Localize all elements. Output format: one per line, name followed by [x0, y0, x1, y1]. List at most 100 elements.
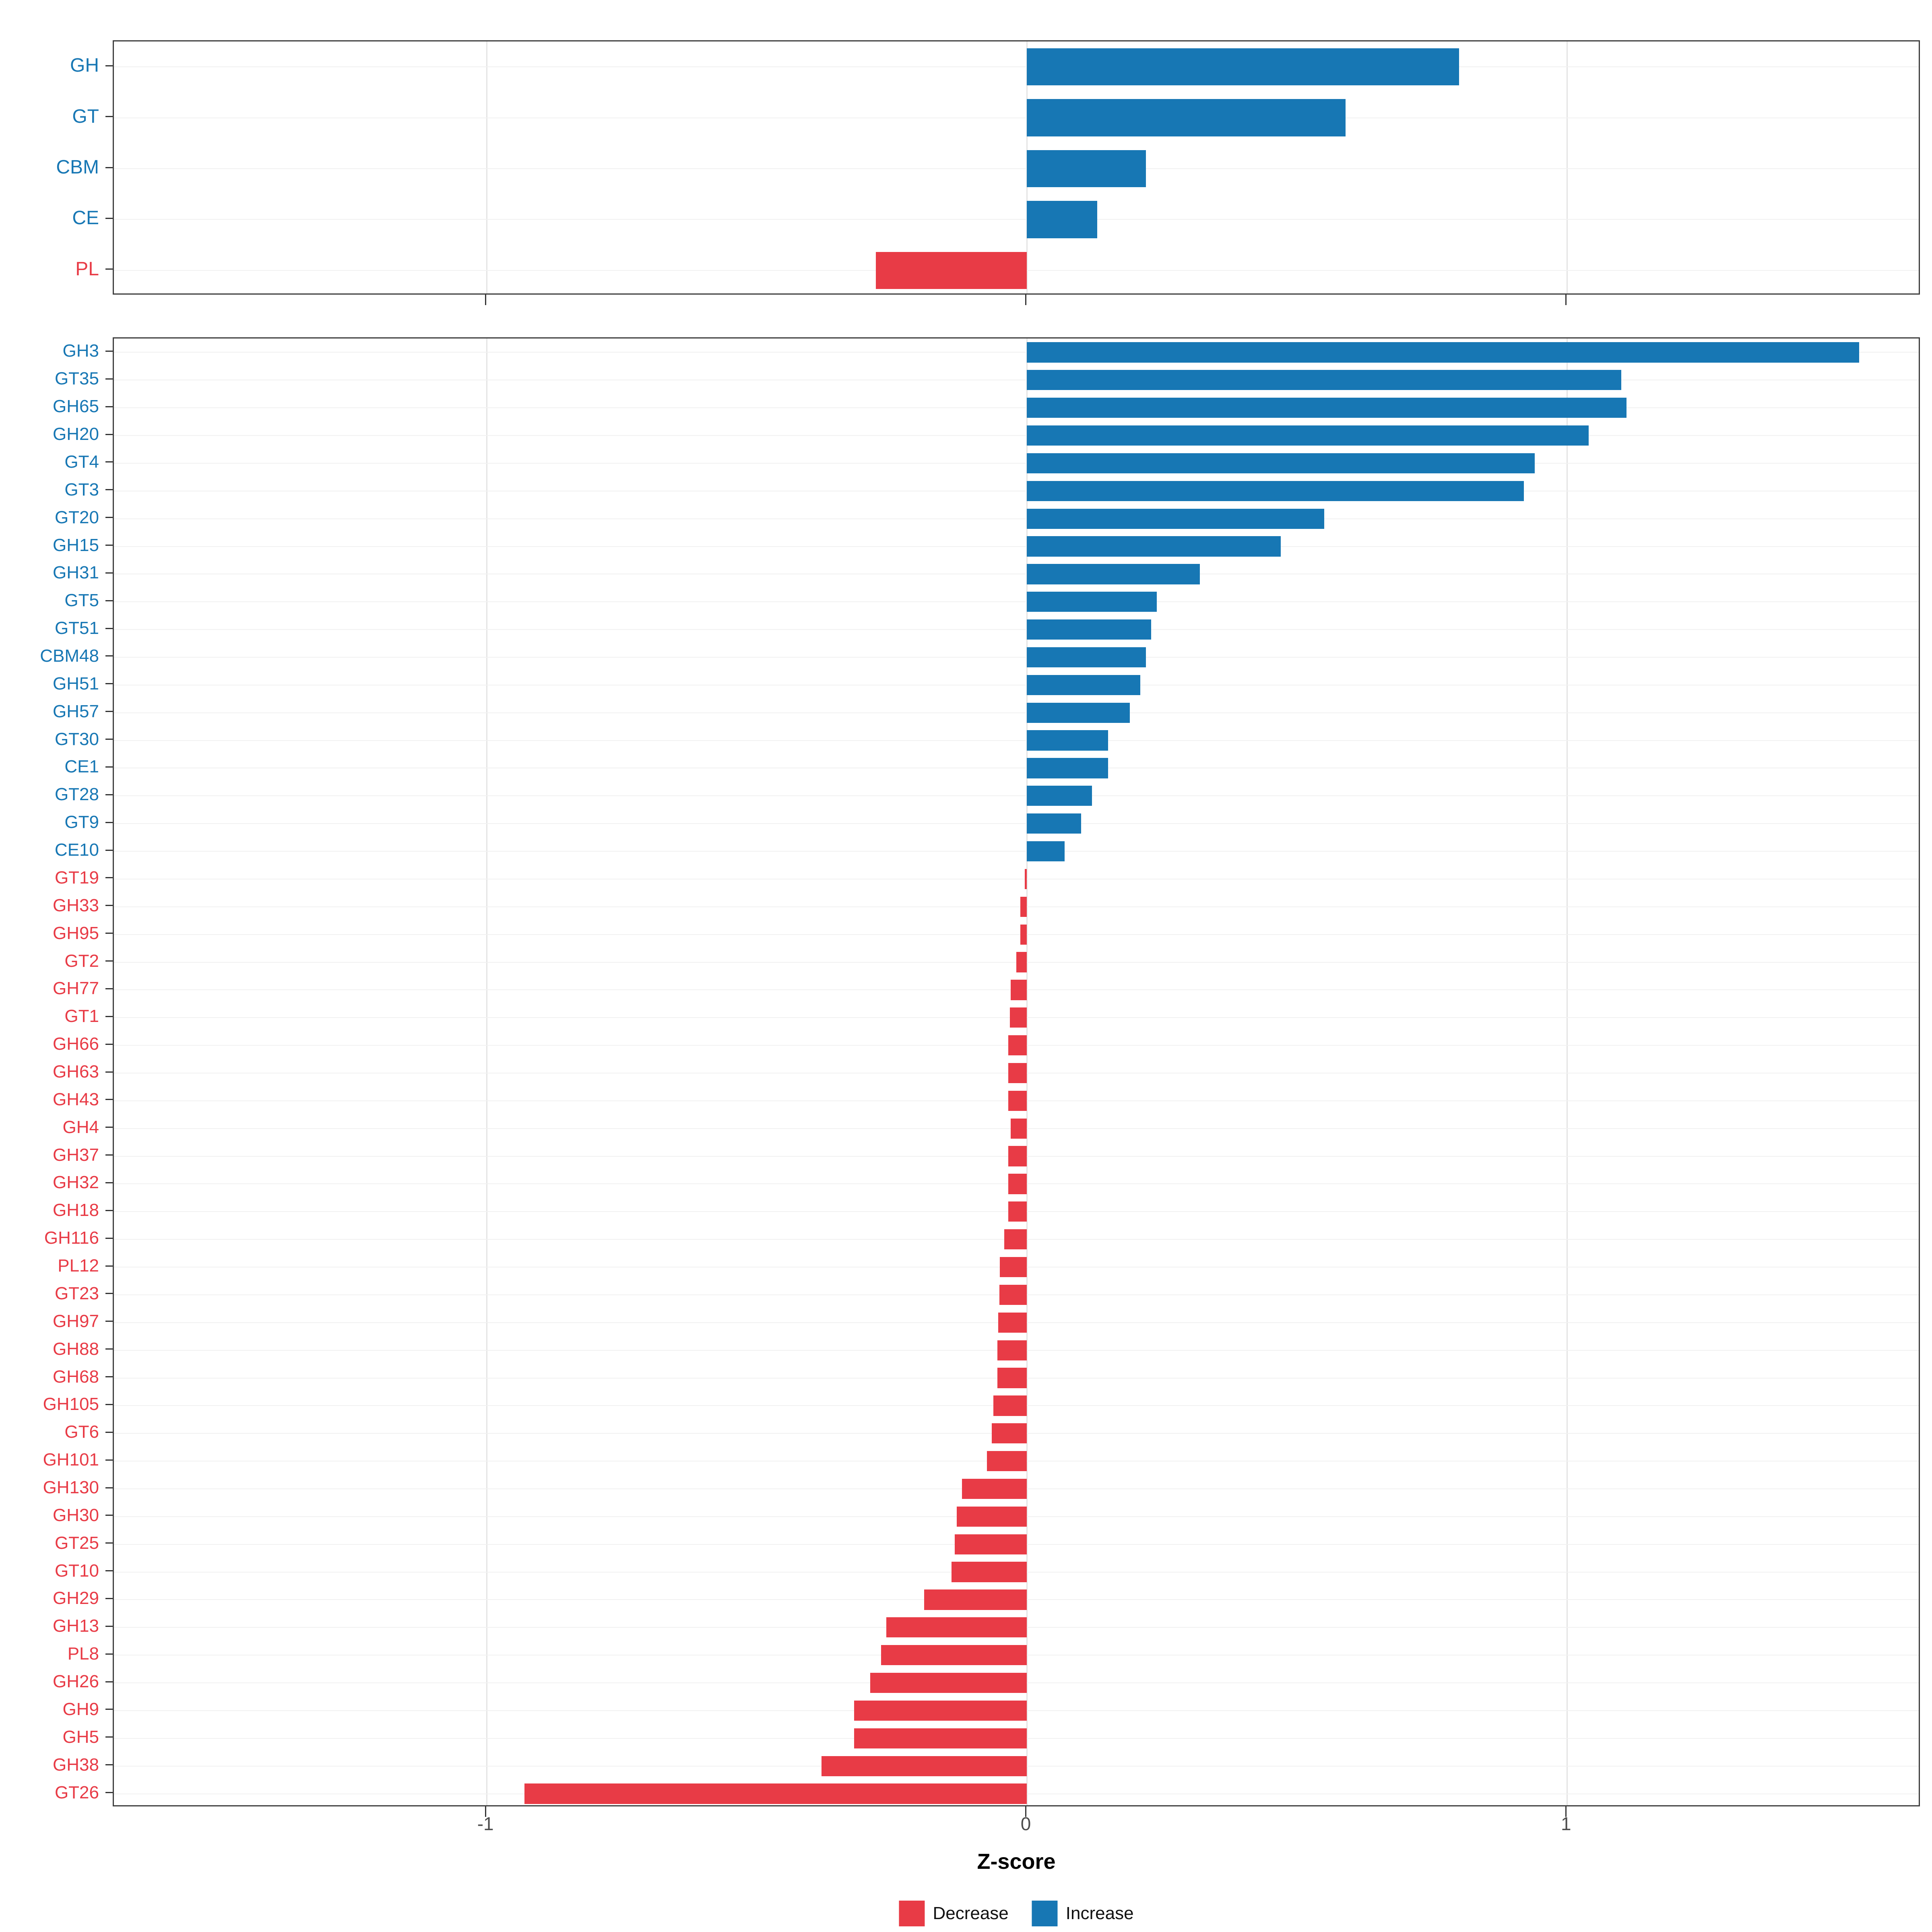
x-tick	[1565, 295, 1567, 305]
category-label-CE10: CE10	[54, 840, 99, 860]
increase-swatch	[1032, 1901, 1058, 1926]
bar-GH33	[1020, 896, 1027, 917]
category-label-GH13: GH13	[53, 1616, 99, 1636]
category-label-GH30: GH30	[53, 1505, 99, 1525]
summary-panel-labels: GH GT CBM CE PL	[0, 40, 99, 295]
y-tick	[105, 350, 113, 352]
category-label-GT4: GT4	[64, 452, 99, 472]
bar-GH26	[870, 1672, 1027, 1693]
y-tick	[105, 1404, 113, 1405]
category-label-PL12: PL12	[58, 1256, 99, 1276]
h-gridline	[114, 66, 1919, 68]
bar-GH31	[1027, 564, 1200, 584]
y-tick	[105, 822, 113, 823]
category-label-CE1: CE1	[64, 757, 99, 777]
bar-GT20	[1027, 508, 1324, 529]
h-gridline	[114, 168, 1919, 169]
h-gridline	[114, 740, 1919, 741]
category-label-CBM: CBM	[56, 157, 99, 178]
category-label-GT3: GT3	[64, 479, 99, 500]
y-tick	[105, 217, 113, 219]
x-tick-label: 1	[1560, 1813, 1571, 1834]
y-tick	[105, 988, 113, 989]
category-label-GH32: GH32	[53, 1172, 99, 1193]
category-label-CBM48: CBM48	[40, 646, 99, 666]
y-tick	[105, 1542, 113, 1544]
bar-GT2	[1016, 952, 1027, 972]
h-gridline	[114, 219, 1919, 220]
category-label-GH65: GH65	[53, 396, 99, 417]
category-label-GT2: GT2	[64, 951, 99, 971]
category-label-GH5: GH5	[62, 1727, 99, 1747]
y-tick	[105, 1237, 113, 1239]
bar-GT26	[524, 1783, 1027, 1804]
category-label-GH66: GH66	[53, 1034, 99, 1054]
y-tick	[105, 1487, 113, 1488]
h-gridline	[114, 851, 1919, 852]
v-gridline	[486, 339, 487, 1805]
x-tick	[1025, 295, 1026, 305]
bar-GT51	[1027, 619, 1152, 640]
category-label-GH68: GH68	[53, 1366, 99, 1387]
category-label-GH95: GH95	[53, 923, 99, 943]
y-tick	[105, 933, 113, 934]
category-label-GH101: GH101	[43, 1450, 99, 1470]
y-tick	[105, 268, 113, 270]
bar-GT9	[1027, 813, 1081, 834]
y-tick	[105, 766, 113, 768]
bar-GH130	[962, 1478, 1027, 1499]
bar-GT4	[1027, 453, 1535, 474]
y-tick	[105, 1764, 113, 1766]
category-label-GH97: GH97	[53, 1311, 99, 1331]
bar-GH77	[1011, 980, 1027, 1000]
bar-PL8	[881, 1645, 1027, 1666]
bar-GT23	[999, 1284, 1027, 1305]
y-tick	[105, 461, 113, 463]
y-tick	[105, 378, 113, 380]
category-label-PL8: PL8	[67, 1644, 99, 1664]
h-gridline	[114, 795, 1919, 797]
bar-GH9	[854, 1700, 1027, 1721]
y-tick	[105, 1293, 113, 1294]
bar-GT35	[1027, 370, 1622, 390]
category-label-GT23: GT23	[54, 1283, 99, 1303]
y-tick	[105, 116, 113, 118]
bar-GH116	[1004, 1229, 1027, 1250]
category-label-GH43: GH43	[53, 1089, 99, 1109]
bar-GT25	[954, 1534, 1027, 1554]
y-tick	[105, 1653, 113, 1655]
bar-GT30	[1027, 730, 1108, 751]
category-label-GH18: GH18	[53, 1200, 99, 1220]
v-gridline	[1567, 41, 1568, 293]
summary-panel	[113, 40, 1920, 295]
x-tick	[1025, 1806, 1026, 1817]
category-label-GT6: GT6	[64, 1422, 99, 1442]
category-label-GH105: GH105	[43, 1394, 99, 1414]
y-tick	[105, 1681, 113, 1682]
bar-CBM	[1027, 150, 1146, 188]
h-gridline	[114, 629, 1919, 630]
bar-GH88	[997, 1340, 1027, 1360]
bar-GH38	[822, 1756, 1027, 1776]
x-tick-label: -1	[477, 1813, 494, 1834]
h-gridline	[114, 712, 1919, 713]
category-label-GT5: GT5	[64, 590, 99, 611]
category-label-GH9: GH9	[62, 1699, 99, 1719]
category-label-GT19: GT19	[54, 867, 99, 888]
y-tick	[105, 433, 113, 435]
category-label-GT10: GT10	[54, 1560, 99, 1581]
bar-GH3	[1027, 342, 1859, 363]
h-gridline	[114, 823, 1919, 824]
bar-GH	[1027, 48, 1459, 86]
category-label-GH29: GH29	[53, 1588, 99, 1608]
bar-GT10	[951, 1562, 1027, 1582]
bar-GH105	[993, 1395, 1027, 1416]
y-tick	[105, 167, 113, 168]
category-label-GT26: GT26	[54, 1782, 99, 1802]
bar-GH37	[1008, 1146, 1027, 1166]
bar-GH57	[1027, 702, 1130, 723]
y-tick	[105, 1099, 113, 1100]
bar-GH18	[1008, 1201, 1027, 1222]
y-tick	[105, 1570, 113, 1572]
